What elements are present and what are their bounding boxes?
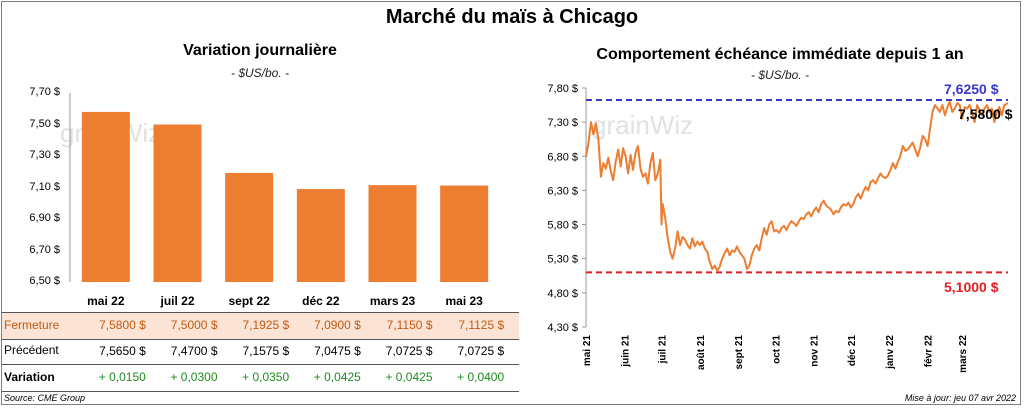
table-cell-variation: + 0,0150 [98,370,146,384]
right-y-tick-label: 4,30 $ [547,322,578,334]
right-x-tick-label: mars 22 [958,335,969,373]
bar-0 [81,111,130,283]
right-x-tick-label: sept 21 [734,335,745,370]
right-y-tick-label: 6,80 $ [547,151,578,163]
right-y-tick-label: 5,30 $ [547,254,578,266]
right-x-tick-label: févr 22 [924,335,935,368]
left-subtitle: Variation journalière [183,42,337,59]
table-cell-fermeture: 7,5800 $ [99,318,146,332]
table-cell-variation: + 0,0400 [457,370,505,384]
left-category-label: mai 23 [445,294,483,308]
right-x-tick-label: déc 21 [847,335,858,367]
left-unit: - $US/bo. - [230,66,290,80]
right-y-tick-label: 5,80 $ [547,220,578,232]
table-cell-precedent: 7,4700 $ [170,344,218,358]
right-watermark: grainWiz [592,110,694,140]
left-y-tick-label: 6,70 $ [29,243,60,256]
bar-5 [440,185,489,282]
left-y-tick-label: 7,50 $ [29,117,60,130]
left-y-tick-label: 6,90 $ [29,212,60,224]
right-x-tick-label: oct 21 [771,335,782,364]
table-cell-precedent: 7,0725 $ [457,344,505,358]
low-label: 5,1000 $ [944,279,999,295]
right-y-tick-label: 7,80 $ [547,83,578,95]
right-x-tick-label: août 21 [696,335,707,370]
left-bar-chart [69,93,489,283]
update-note: Mise à jour: jeu 07 avr 2022 [904,393,1016,403]
table-cell-fermeture: 7,5000 $ [170,318,218,332]
precedent-label: Précédent [4,343,59,357]
right-x-tick-label: juil 21 [657,335,668,365]
right-y-tick-label: 4,80 $ [547,288,578,300]
left-category-label: déc 22 [302,294,340,308]
table-cell-variation: + 0,0350 [242,370,290,384]
right-x-tick-label: janv 22 [885,335,896,370]
left-category-label: sept 22 [228,294,270,308]
fermeture-label: Fermeture [4,318,60,332]
bar-1 [153,124,202,282]
table-cell-variation: + 0,0300 [170,370,218,384]
table-row-precedent: Précédent [2,338,519,364]
bar-2 [225,172,274,282]
high-label: 7,6250 $ [944,81,999,97]
bar-4 [368,185,417,282]
table-row-variation: Variation [2,364,519,392]
table-row-fermeture: Fermeture [2,312,519,340]
right-x-tick-label: nov 21 [810,335,821,367]
price-line [585,100,1009,272]
table-cell-fermeture: 7,1150 $ [386,318,433,332]
table-cell-fermeture: 7,0900 $ [314,318,361,332]
table-cell-precedent: 7,5650 $ [99,344,146,358]
left-category-label: mars 23 [369,294,416,308]
table-cell-precedent: 7,0725 $ [385,344,433,358]
left-y-tick-label: 7,10 $ [29,180,60,193]
right-y-tick-label: 6,30 $ [547,185,578,197]
right-y-tick-label: 7,30 $ [547,117,578,129]
bar-3 [296,189,345,282]
table-cell-precedent: 7,1575 $ [242,344,290,358]
left-y-tick-label: 6,50 $ [29,275,60,287]
page-title: Marché du maïs à Chicago [385,6,639,28]
table-cell-precedent: 7,0475 $ [314,344,361,358]
source-note: Source: CME Group [4,393,86,403]
left-y-tick-label: 7,30 $ [29,149,60,161]
last-label: 7,5800 $ [958,106,1013,122]
variation-label: Variation [4,370,55,384]
right-subtitle: Comportement échéance immédiate depuis 1… [596,46,964,63]
table-cell-variation: + 0,0425 [385,370,433,384]
left-category-label: mai 22 [87,294,125,308]
left-category-label: juil 22 [160,294,195,308]
table-cell-variation: + 0,0425 [313,370,361,384]
right-x-tick-label: mai 21 [582,335,593,367]
right-x-tick-label: juin 21 [620,335,631,368]
left-y-tick-label: 7,70 $ [29,86,60,98]
table-cell-fermeture: 7,1125 $ [458,318,505,332]
right-unit: - $US/bo. - [750,68,810,82]
table-cell-fermeture: 7,1925 $ [242,318,290,332]
